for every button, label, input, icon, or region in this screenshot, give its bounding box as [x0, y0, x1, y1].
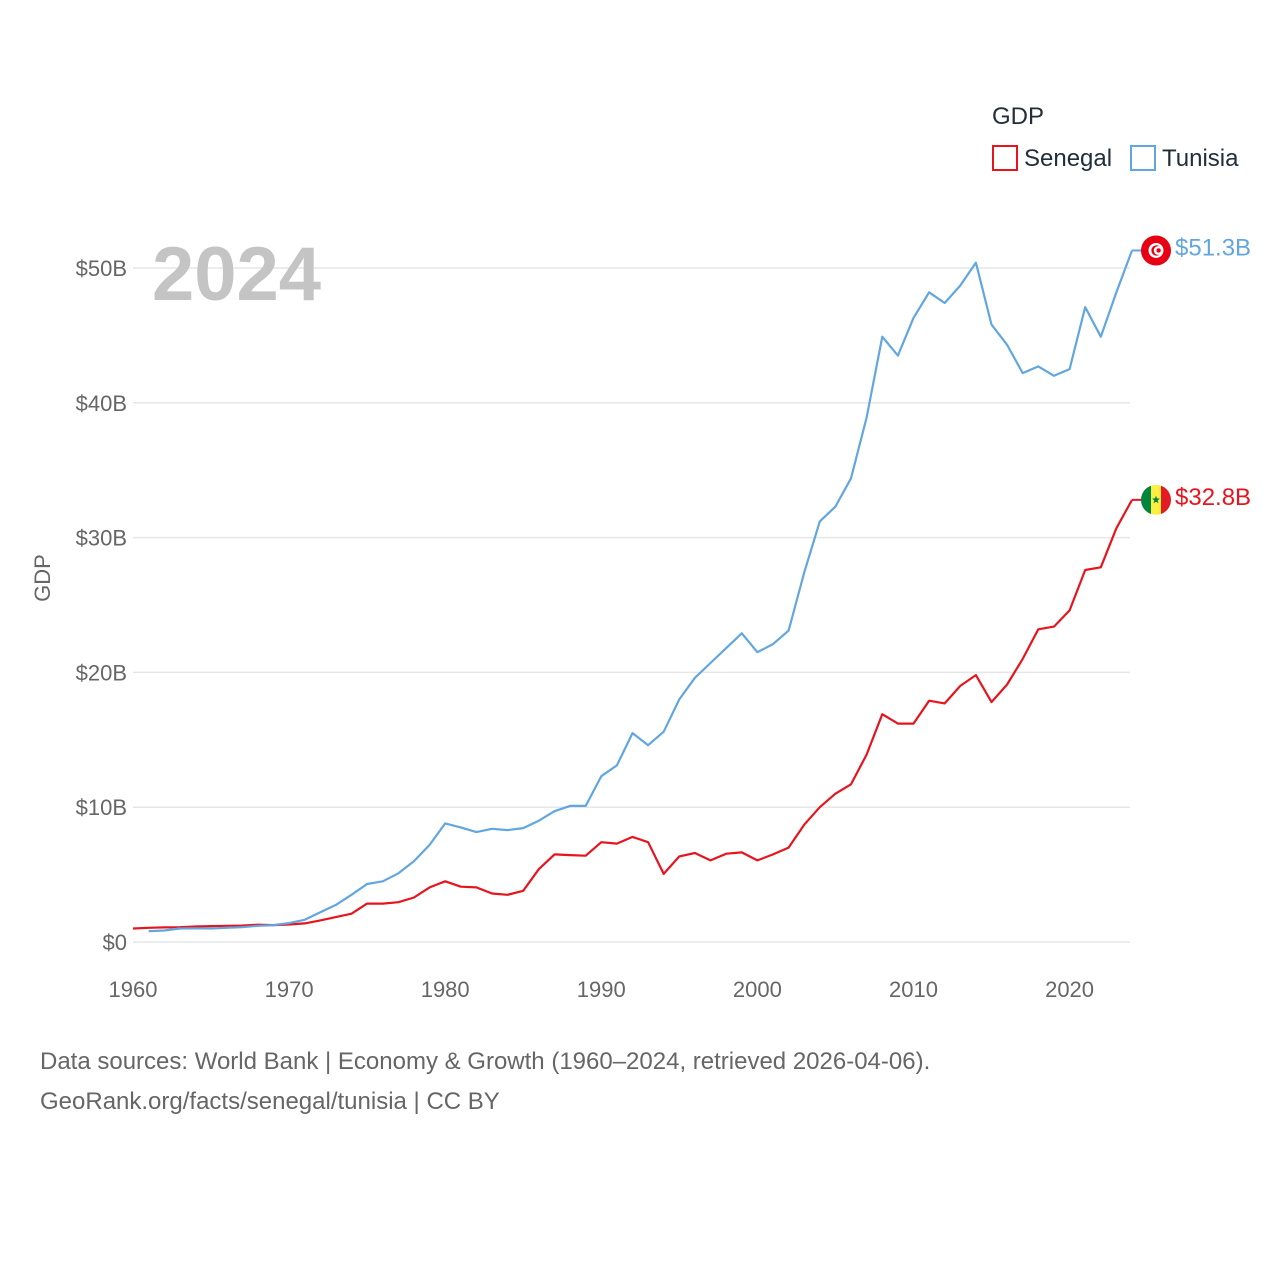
x-tick-label: 1980 — [421, 977, 470, 1002]
senegal-flag-icon — [1141, 484, 1171, 515]
tunisia-flag-icon — [1141, 235, 1171, 266]
legend-item-senegal[interactable]: Senegal — [992, 145, 1112, 172]
end-value-label-senegal: $32.8B — [1175, 484, 1251, 511]
x-tick-label: 2000 — [733, 977, 782, 1002]
series-line-tunisia[interactable] — [148, 250, 1134, 933]
footer: Data sources: World Bank | Economy & Gro… — [40, 1042, 930, 1122]
legend-label-tunisia: Tunisia — [1162, 145, 1239, 172]
series-endpoints: $32.8B $51.3B — [1132, 234, 1251, 515]
legend: GDP Senegal Tunisia — [992, 103, 1239, 172]
gridlines — [133, 267, 1130, 943]
y-tick-label: $20B — [76, 660, 127, 685]
flag-band-red — [1161, 484, 1171, 515]
x-tick-label: 1970 — [265, 977, 314, 1002]
flag-star — [1152, 495, 1160, 504]
year-label: 2024 — [152, 232, 321, 317]
legend-swatch-senegal — [992, 145, 1018, 171]
end-value-label-tunisia: $51.3B — [1175, 234, 1251, 261]
flag-star — [1156, 248, 1161, 253]
x-tick-label: 2020 — [1045, 977, 1094, 1002]
flag-band-green — [1141, 484, 1151, 515]
y-tick-label: $10B — [76, 795, 127, 820]
y-tick-label: $50B — [76, 256, 127, 281]
legend-swatch-tunisia — [1130, 145, 1156, 171]
series-line-senegal[interactable] — [132, 499, 1133, 930]
y-axis-title: GDP — [30, 554, 55, 602]
y-tick-label: $0 — [103, 930, 127, 955]
legend-label-senegal: Senegal — [1024, 145, 1112, 172]
x-tick-label: 1990 — [577, 977, 626, 1002]
legend-item-tunisia[interactable]: Tunisia — [1130, 145, 1239, 172]
series-lines — [132, 250, 1134, 933]
y-axis-ticks: $0 $10B $20B $30B $40B $50B — [76, 256, 127, 955]
legend-title: GDP — [992, 103, 1044, 130]
data-sources-text: Data sources: World Bank | Economy & Gro… — [40, 1048, 931, 1075]
y-tick-label: $30B — [76, 526, 127, 551]
x-tick-label: 2010 — [889, 977, 938, 1002]
attribution-text: GeoRank.org/facts/senegal/tunisia | CC B… — [40, 1088, 500, 1115]
x-tick-label: 1960 — [109, 977, 158, 1002]
x-axis-ticks: 1960 1970 1980 1990 2000 2010 2020 — [109, 977, 1095, 1002]
y-tick-label: $40B — [76, 391, 127, 416]
